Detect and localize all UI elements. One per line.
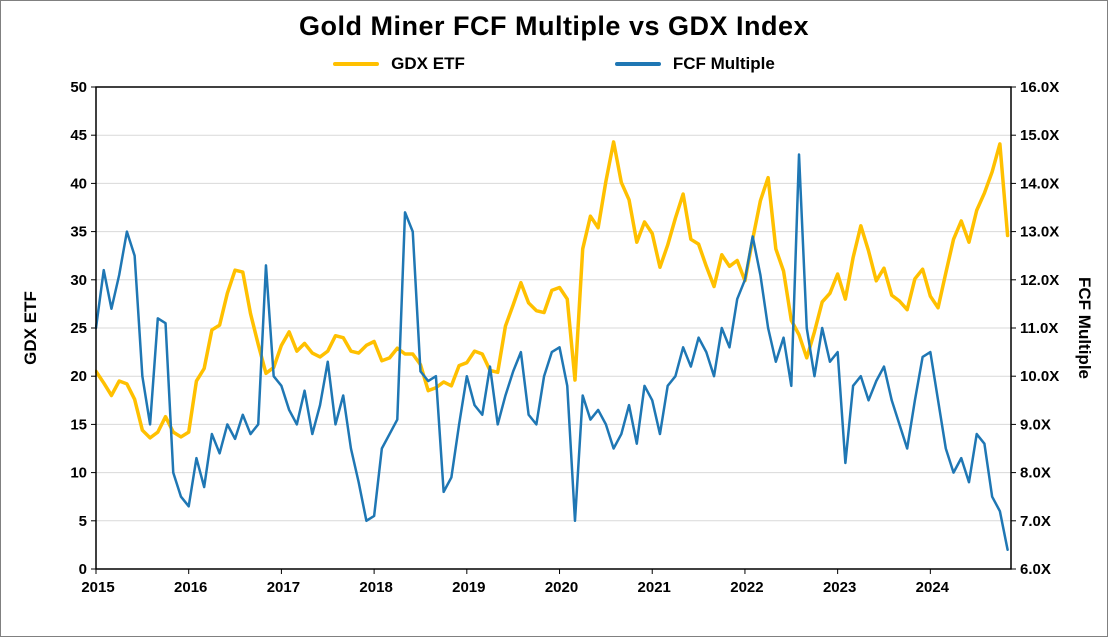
- svg-text:2021: 2021: [638, 579, 671, 596]
- gridlines: [96, 86, 1011, 522]
- svg-text:30: 30: [70, 272, 87, 289]
- svg-text:2015: 2015: [81, 579, 114, 596]
- svg-text:35: 35: [70, 224, 87, 241]
- svg-text:14.0X: 14.0X: [1020, 175, 1059, 192]
- gdx-etf-line: [95, 140, 1010, 440]
- svg-text:10: 10: [70, 465, 87, 482]
- gdx-etf-swatch-icon: [333, 61, 380, 67]
- svg-text:15: 15: [70, 416, 87, 433]
- svg-text:2018: 2018: [359, 579, 392, 596]
- legend-label-fcf-multiple: FCF Multiple: [672, 54, 775, 73]
- svg-text:10.0X: 10.0X: [1020, 368, 1059, 385]
- fcf-multiple-line: [95, 153, 1009, 551]
- svg-text:11.0X: 11.0X: [1020, 320, 1058, 337]
- fcf-multiple-swatch-icon: [614, 61, 661, 67]
- svg-text:9.0X: 9.0X: [1020, 416, 1051, 433]
- svg-text:16.0X: 16.0X: [1020, 79, 1059, 96]
- svg-text:40: 40: [70, 175, 87, 192]
- svg-text:13.0X: 13.0X: [1020, 224, 1059, 241]
- svg-text:2020: 2020: [545, 579, 578, 596]
- svg-text:6.0X: 6.0X: [1020, 561, 1051, 578]
- svg-text:7.0X: 7.0X: [1020, 513, 1051, 530]
- plot-border: [95, 86, 1012, 570]
- legend-item-fcf-multiple: FCF Multiple: [614, 54, 775, 74]
- svg-text:45: 45: [70, 127, 87, 144]
- svg-text:20: 20: [70, 368, 87, 385]
- svg-text:2023: 2023: [823, 579, 856, 596]
- svg-text:2017: 2017: [267, 579, 300, 596]
- svg-text:2024: 2024: [916, 579, 950, 596]
- svg-text:8.0X: 8.0X: [1020, 465, 1051, 482]
- legend-label-gdx-etf: GDX ETF: [391, 54, 465, 73]
- svg-text:25: 25: [70, 320, 87, 337]
- svg-text:2022: 2022: [730, 579, 763, 596]
- svg-text:5: 5: [79, 513, 87, 530]
- svg-text:50: 50: [70, 79, 87, 96]
- chart-title: Gold Miner FCF Multiple vs GDX Index: [298, 11, 810, 41]
- svg-text:0: 0: [79, 561, 87, 578]
- chart-legend: GDX ETF FCF Multiple: [1, 54, 1107, 74]
- svg-text:15.0X: 15.0X: [1020, 127, 1059, 144]
- legend-item-gdx-etf: GDX ETF: [333, 54, 465, 74]
- svg-text:2016: 2016: [174, 579, 207, 596]
- svg-text:12.0X: 12.0X: [1020, 272, 1059, 289]
- svg-text:2019: 2019: [452, 579, 485, 596]
